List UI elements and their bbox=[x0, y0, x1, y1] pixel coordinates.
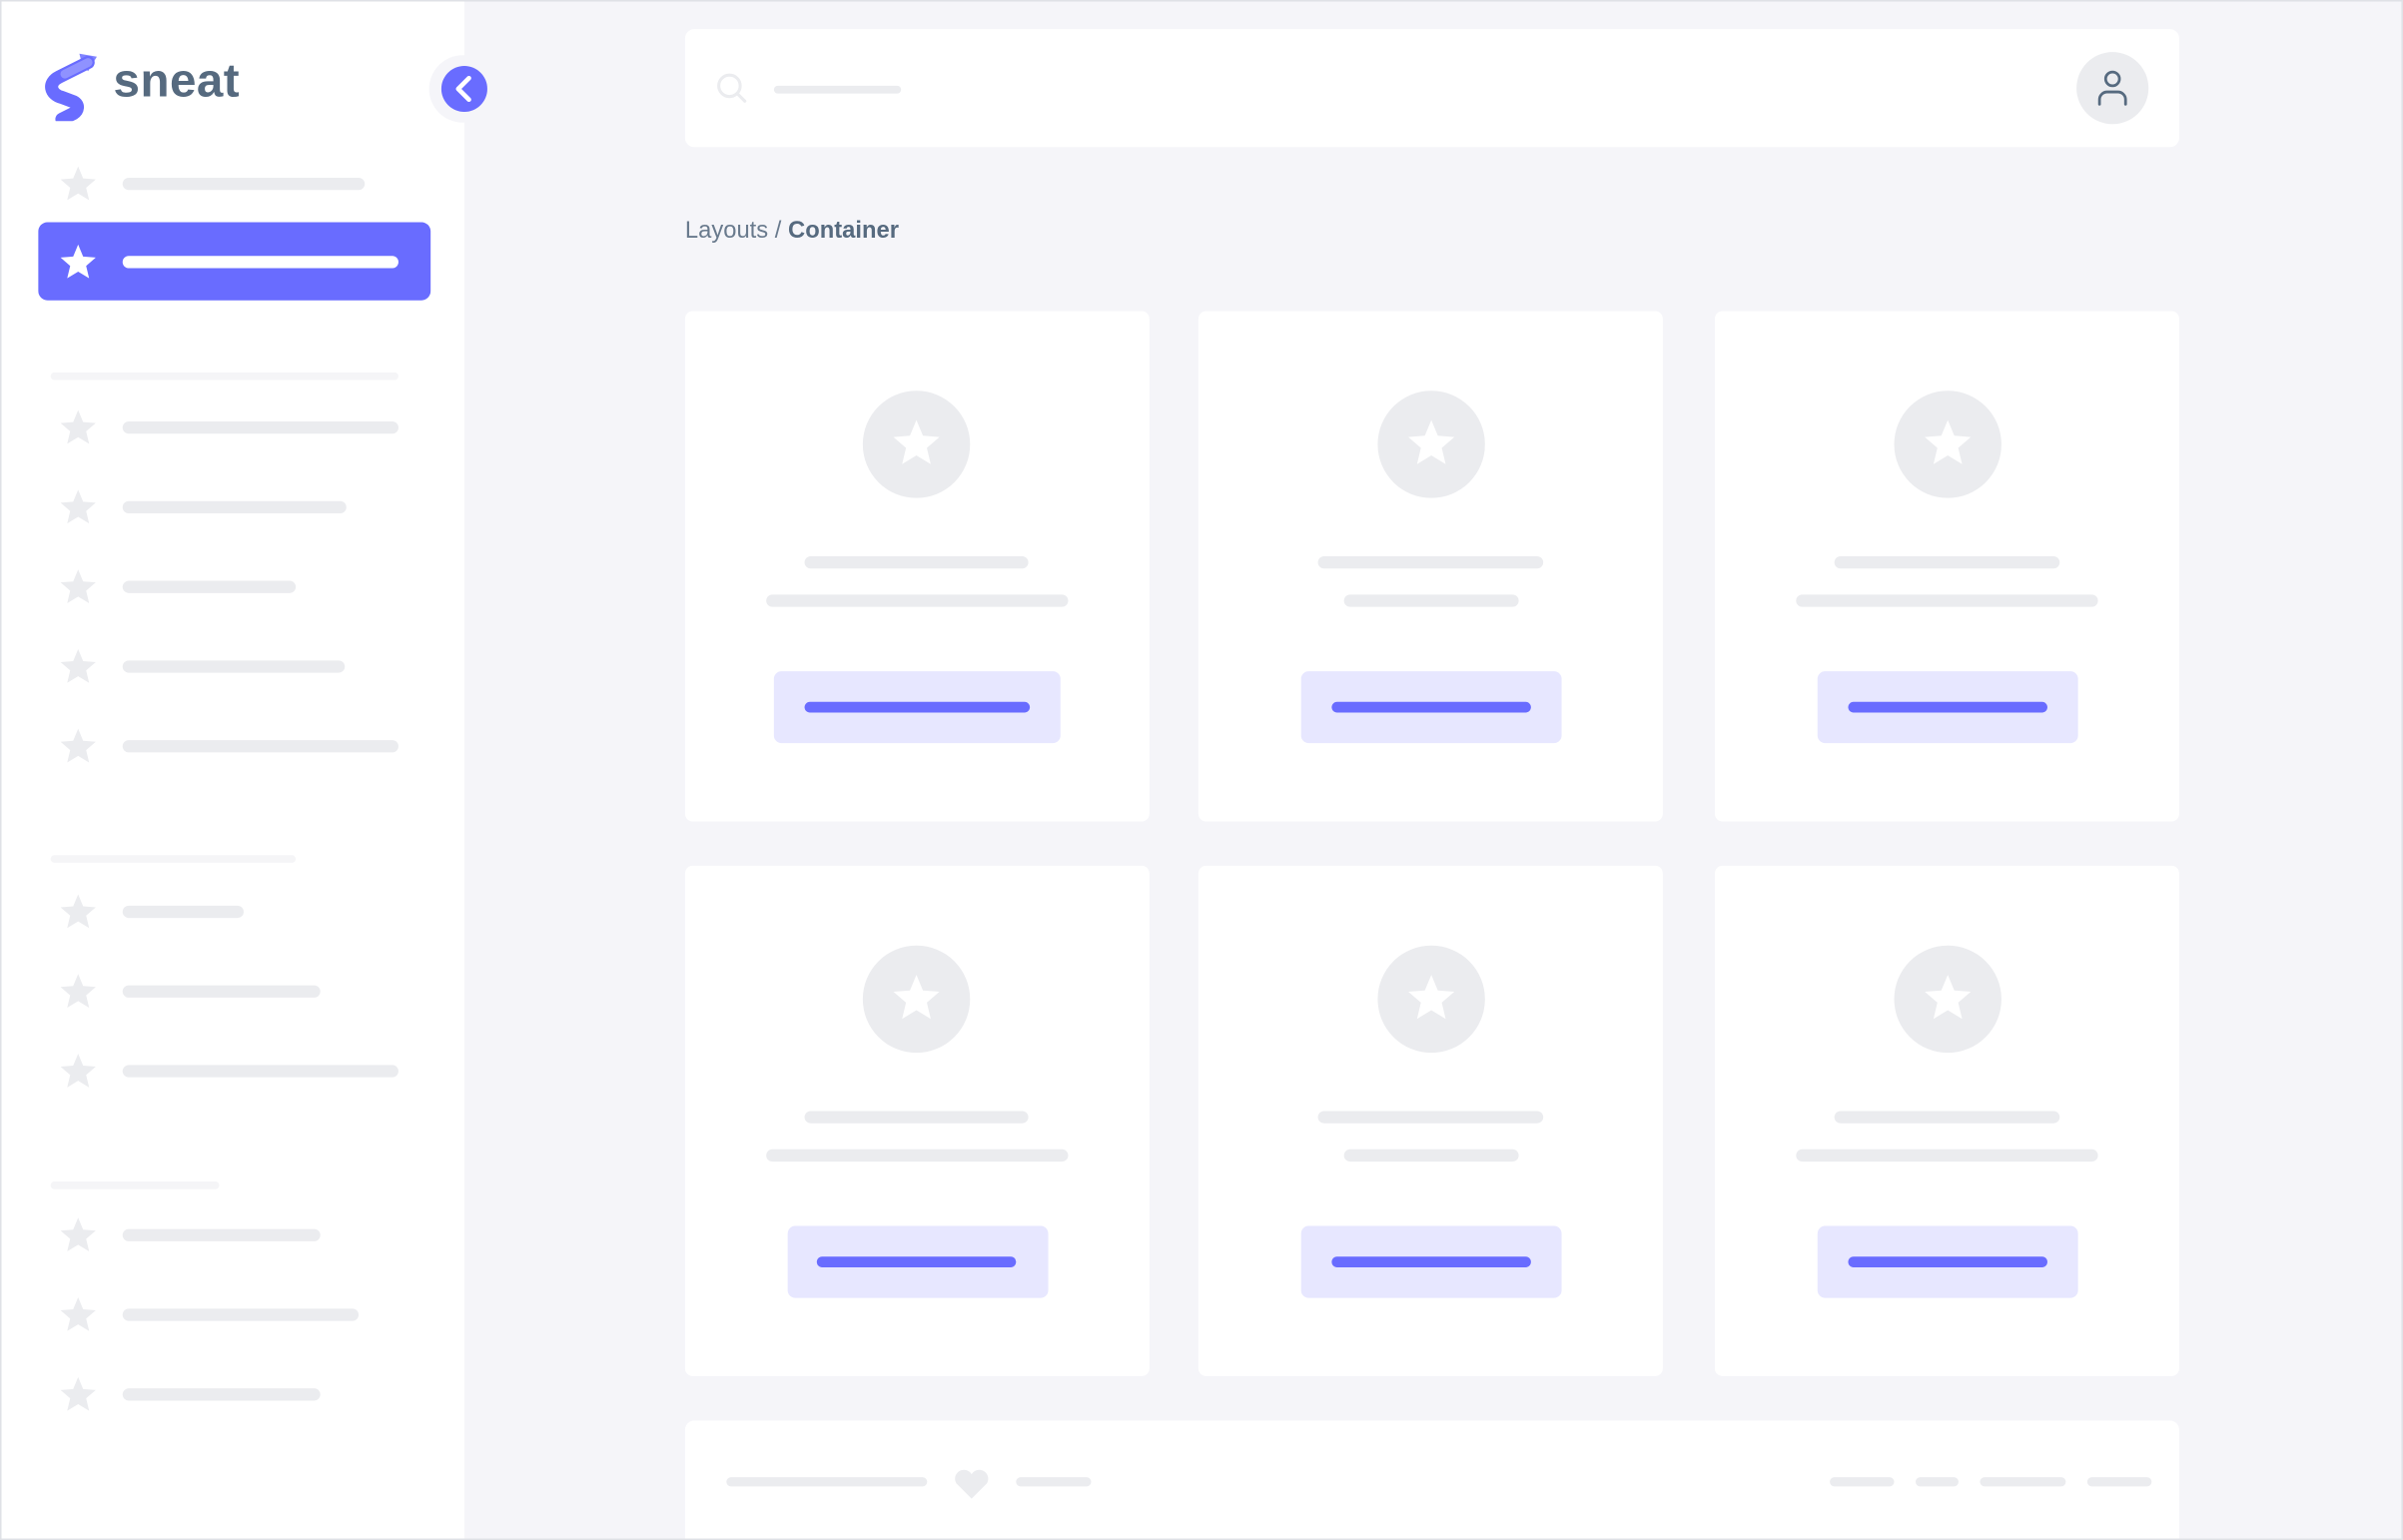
brand-name: sneat bbox=[113, 53, 241, 108]
breadcrumb-current: Container bbox=[788, 217, 900, 244]
star-icon bbox=[890, 416, 942, 468]
menu-item-label bbox=[122, 740, 399, 753]
card-text bbox=[766, 594, 1069, 607]
footer bbox=[684, 1420, 2179, 1539]
card-button-label bbox=[1331, 1256, 1531, 1267]
menu-item[interactable] bbox=[122, 177, 366, 191]
card-title bbox=[1834, 1111, 2060, 1124]
card-title bbox=[1317, 555, 1544, 569]
star-icon bbox=[1405, 972, 1457, 1024]
card-icon bbox=[1894, 945, 2002, 1054]
card bbox=[684, 311, 1150, 822]
card-icon bbox=[1377, 945, 1485, 1054]
card bbox=[684, 865, 1150, 1376]
sneat-logo-icon bbox=[44, 48, 102, 126]
search-input[interactable] bbox=[773, 85, 902, 94]
star-icon bbox=[58, 647, 98, 687]
star-icon bbox=[58, 164, 98, 204]
search-icon[interactable] bbox=[716, 72, 750, 106]
footer-link[interactable] bbox=[1980, 1477, 2066, 1487]
card-text bbox=[766, 1149, 1069, 1162]
card bbox=[1198, 311, 1663, 822]
card bbox=[1714, 865, 2179, 1376]
menu-item-label bbox=[122, 1388, 321, 1401]
card-icon bbox=[1377, 390, 1485, 498]
breadcrumb: Layouts / Container bbox=[685, 218, 899, 246]
card-button[interactable] bbox=[1300, 671, 1562, 744]
menu-item-label bbox=[122, 985, 321, 998]
footer-link[interactable] bbox=[2086, 1477, 2152, 1487]
menu-item-label bbox=[122, 420, 399, 434]
menu-section-header bbox=[50, 1181, 220, 1189]
star-icon bbox=[58, 892, 98, 932]
menu-item-label bbox=[122, 905, 244, 919]
card-button-label bbox=[1848, 701, 2047, 713]
menu-item-label bbox=[122, 1308, 360, 1321]
star-icon bbox=[58, 1295, 98, 1335]
star-icon bbox=[58, 1052, 98, 1092]
star-icon bbox=[58, 972, 98, 1012]
star-icon bbox=[58, 1215, 98, 1255]
card-button-label bbox=[1848, 1256, 2047, 1267]
chevron-left-icon bbox=[455, 75, 471, 103]
card-text bbox=[1343, 594, 1519, 607]
breadcrumb-parent[interactable]: Layouts bbox=[684, 217, 769, 244]
star-icon bbox=[1922, 416, 1974, 468]
card-button[interactable] bbox=[1300, 1225, 1562, 1298]
menu-section-header bbox=[50, 855, 297, 863]
card-title bbox=[804, 1111, 1029, 1124]
card-button[interactable] bbox=[787, 1225, 1049, 1298]
card-button-label bbox=[804, 701, 1031, 713]
star-icon bbox=[1922, 972, 1974, 1024]
card bbox=[1198, 865, 1663, 1376]
menu-item-label bbox=[122, 1228, 321, 1241]
footer-link[interactable] bbox=[1916, 1477, 1959, 1487]
star-icon bbox=[58, 242, 98, 282]
card-button[interactable] bbox=[773, 671, 1061, 744]
card-button[interactable] bbox=[1817, 671, 2078, 744]
card-icon bbox=[1894, 390, 2002, 498]
star-icon bbox=[58, 1374, 98, 1414]
star-icon bbox=[58, 407, 98, 447]
menu-item-label bbox=[122, 660, 346, 673]
footer-link[interactable] bbox=[1830, 1477, 1895, 1487]
menu-item-active[interactable] bbox=[38, 222, 431, 301]
star-icon bbox=[890, 972, 942, 1024]
menu-item-label bbox=[122, 500, 347, 514]
card-text bbox=[1796, 1149, 2098, 1162]
card-title bbox=[1834, 555, 2060, 569]
card-title bbox=[1317, 1111, 1544, 1124]
avatar[interactable] bbox=[2076, 52, 2149, 125]
menu-item-label bbox=[122, 580, 297, 593]
menu-item-label bbox=[122, 256, 399, 269]
user-icon bbox=[2097, 70, 2127, 106]
sidebar: sneat bbox=[1, 1, 464, 1539]
card-button-label bbox=[816, 1256, 1017, 1267]
footer-text bbox=[1016, 1477, 1092, 1487]
card-button[interactable] bbox=[1817, 1225, 2078, 1298]
menu-item-label bbox=[122, 1065, 399, 1078]
star-icon bbox=[58, 726, 98, 766]
card bbox=[1714, 311, 2179, 822]
star-icon bbox=[58, 567, 98, 607]
star-icon bbox=[58, 487, 98, 527]
menu-section-header bbox=[50, 372, 399, 381]
collapse-button[interactable] bbox=[428, 55, 497, 123]
card-icon bbox=[862, 390, 971, 498]
card-text bbox=[1343, 1149, 1519, 1162]
card-icon bbox=[862, 945, 971, 1054]
card-button-label bbox=[1331, 701, 1531, 713]
breadcrumb-separator: / bbox=[768, 217, 789, 244]
card-text bbox=[1796, 594, 2098, 607]
card-title bbox=[804, 555, 1029, 569]
star-icon bbox=[1405, 416, 1457, 468]
footer-text bbox=[726, 1477, 928, 1487]
heart-icon bbox=[955, 1469, 989, 1499]
navbar bbox=[684, 29, 2179, 148]
